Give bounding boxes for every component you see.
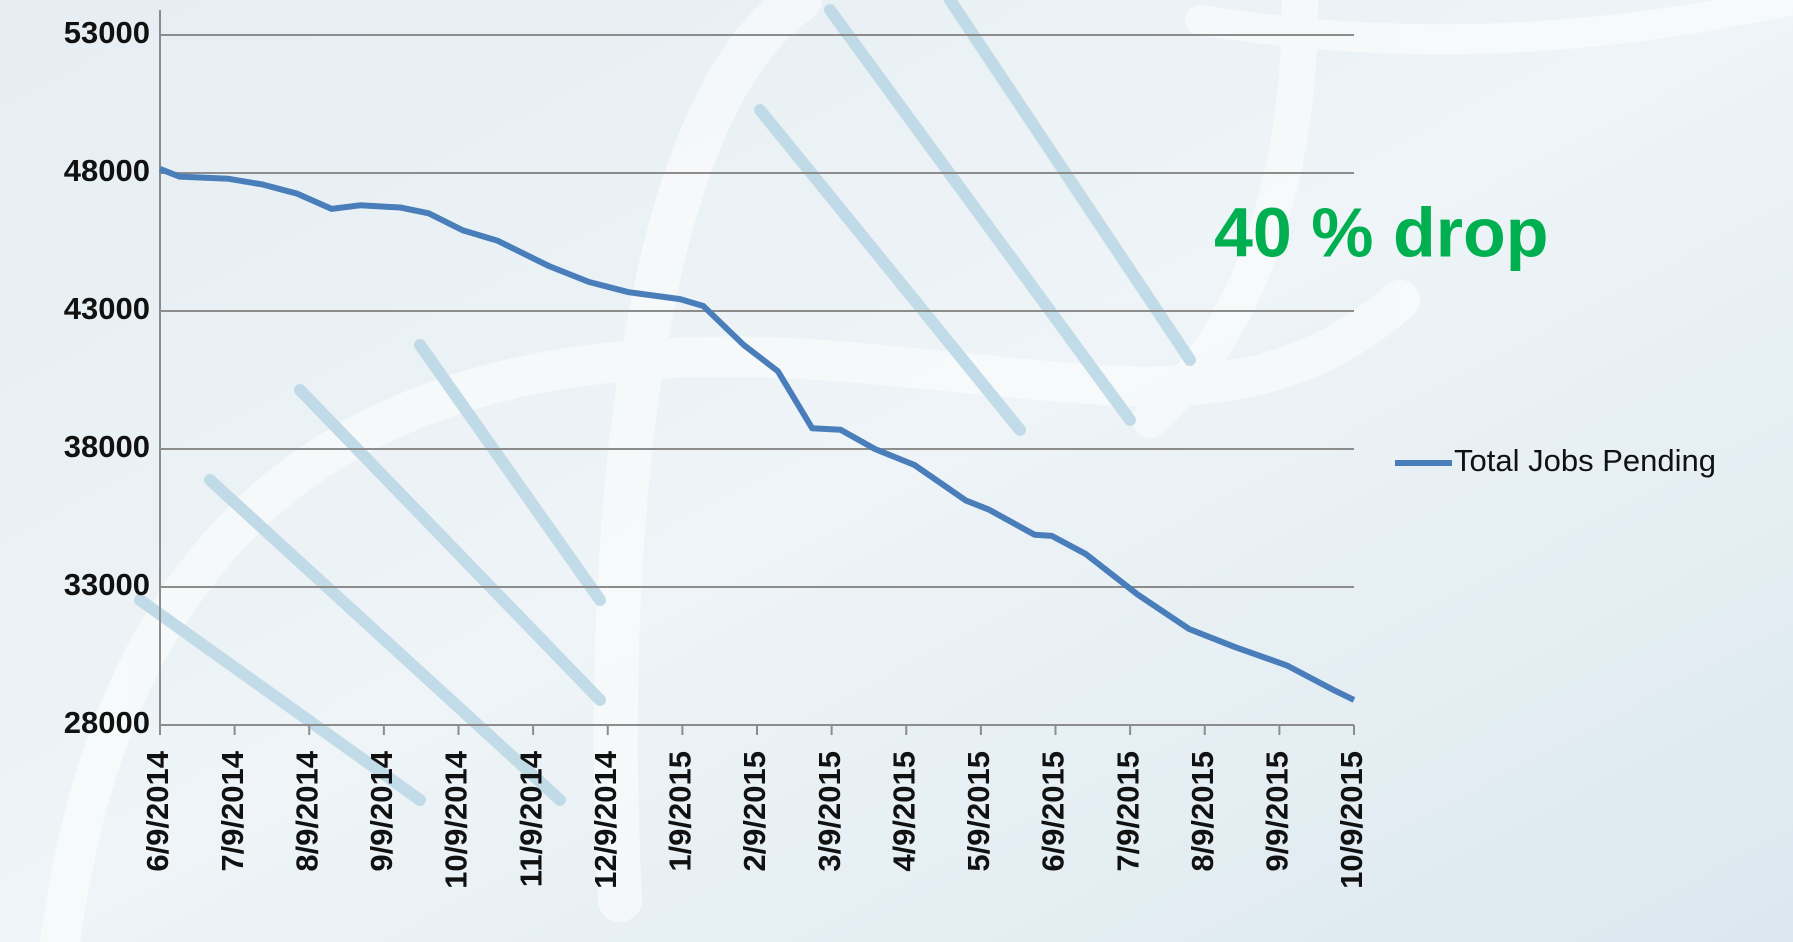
x-tick-label: 10/9/2015 [1334, 751, 1369, 889]
x-tick-label: 4/9/2015 [886, 751, 921, 872]
y-tick-label: 53000 [64, 15, 150, 50]
page: {"chart_data": {"type": "line", "annotat… [0, 0, 1793, 942]
x-tick-label: 12/9/2014 [588, 750, 623, 889]
y-tick-label: 43000 [64, 291, 150, 326]
x-tick-label: 6/9/2014 [140, 750, 175, 871]
x-tick-label: 7/9/2015 [1110, 751, 1145, 872]
chart: 40 % drop 28000 33000 38000 43000 48000 53000… [0, 0, 1793, 942]
x-tick-label: 10/9/2014 [439, 750, 474, 889]
x-tick-label: 3/9/2015 [812, 751, 847, 872]
x-tick-label: 9/9/2014 [364, 750, 399, 871]
x-tick-label: 7/9/2014 [215, 750, 250, 871]
x-tick-label: 6/9/2015 [1036, 751, 1071, 872]
y-tick-label: 33000 [64, 567, 150, 602]
x-tick-label: 8/9/2015 [1185, 751, 1220, 872]
y-tick-label: 28000 [64, 705, 150, 740]
x-tick-label: 8/9/2014 [289, 750, 324, 871]
legend-label: Total Jobs Pending [1454, 443, 1716, 478]
x-tick-label: 1/9/2015 [663, 751, 698, 872]
x-tick-label: 9/9/2015 [1260, 751, 1295, 872]
x-tick-label: 11/9/2014 [513, 750, 548, 887]
y-tick-label: 38000 [64, 429, 150, 464]
x-tick-label: 5/9/2015 [961, 751, 996, 872]
x-tick-label: 2/9/2015 [737, 751, 772, 872]
y-tick-label: 48000 [64, 153, 150, 188]
annotation: 40 % drop [1214, 193, 1549, 271]
